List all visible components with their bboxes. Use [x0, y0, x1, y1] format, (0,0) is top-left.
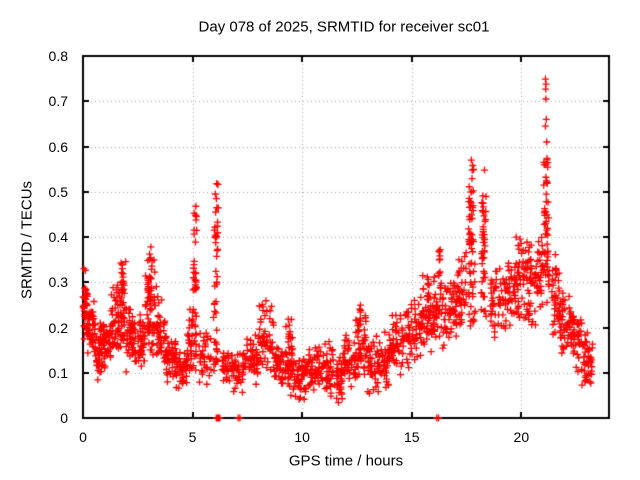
- x-tick-label: 10: [294, 429, 310, 445]
- y-tick-label: 0.1: [48, 364, 68, 381]
- chart-title: Day 078 of 2025, SRMTID for receiver sc0…: [198, 18, 490, 36]
- y-tick-label: 0.5: [48, 183, 68, 200]
- y-tick-label: 0.8: [48, 48, 68, 64]
- y-tick-label: 0.2: [48, 319, 68, 336]
- x-tick-label: 15: [403, 429, 420, 445]
- y-tick-label: 0.4: [48, 229, 68, 245]
- y-tick-label: 0.3: [48, 274, 68, 291]
- y-tick-label: 0.6: [48, 138, 68, 155]
- y-tick-label: 0.7: [48, 93, 68, 110]
- x-tick-label: 20: [513, 429, 530, 445]
- x-axis-label: GPS time / hours: [288, 452, 404, 470]
- y-tick-label: 0: [60, 410, 68, 426]
- x-tick-label: 5: [188, 429, 197, 445]
- x-tick-label: 0: [79, 429, 87, 445]
